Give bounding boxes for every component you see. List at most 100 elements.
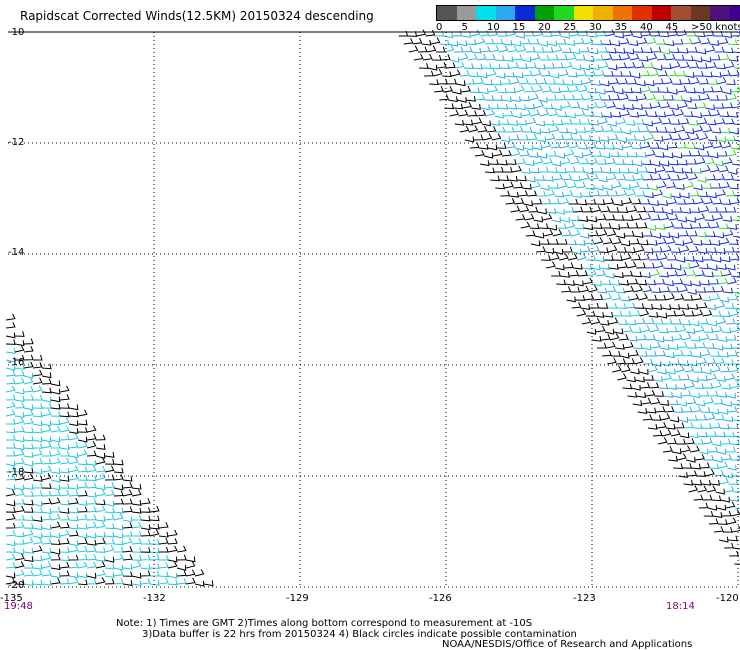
wind-barb (706, 304, 717, 310)
wind-barb (607, 64, 618, 71)
wind-barb (468, 125, 479, 133)
wind-barb (647, 350, 657, 357)
wind-barb (519, 149, 530, 157)
wind-barb (728, 112, 738, 118)
wind-barb (652, 173, 662, 181)
wind-barb (509, 191, 519, 198)
wind-barb (452, 88, 462, 95)
wind-barb (731, 160, 740, 166)
wind-barb (683, 237, 694, 245)
wind-barb (684, 128, 695, 135)
wind-barb (50, 532, 61, 539)
wind-barb (563, 133, 574, 141)
wind-barb (547, 40, 558, 47)
wind-barb (59, 578, 70, 585)
wind-barb (721, 199, 732, 205)
wind-barb (5, 507, 16, 513)
wind-barb (707, 320, 718, 327)
wind-barb (435, 46, 446, 53)
wind-barb (5, 572, 16, 579)
wind-barb (5, 427, 16, 434)
wind-barb (687, 470, 698, 477)
wind-barb (68, 428, 79, 434)
wind-barb (569, 270, 579, 277)
wind-barb (501, 150, 512, 157)
wind-barb (466, 95, 476, 102)
wind-barb (693, 184, 703, 191)
wind-barb (710, 165, 720, 173)
wind-barb (654, 152, 665, 158)
wind-barb (480, 46, 491, 53)
wind-barb (614, 272, 624, 279)
wind-barb (59, 417, 70, 425)
wind-barb (603, 184, 613, 191)
wind-barb (733, 490, 740, 493)
wind-barb (727, 224, 738, 230)
wind-barb (706, 357, 716, 365)
wind-barb (59, 475, 70, 482)
wind-barb (587, 87, 597, 94)
wind-barb (629, 168, 639, 175)
wind-barb (629, 238, 640, 245)
wind-barb (691, 94, 701, 101)
wind-barb (600, 152, 611, 159)
wind-barb (104, 458, 115, 465)
wind-barb (41, 514, 52, 521)
wind-barb (692, 423, 703, 429)
wind-barb (95, 452, 106, 459)
wind-barb (520, 95, 530, 102)
speed-legend: 0 5 10 15 20 25 30 35 40 45 >50 knots (436, 5, 740, 36)
wind-barb (674, 293, 685, 301)
wind-barb (703, 437, 713, 445)
wind-barb (95, 515, 106, 522)
wind-barb (677, 29, 688, 37)
wind-barb (724, 302, 735, 309)
wind-barb (575, 166, 585, 173)
wind-barb (469, 142, 480, 149)
wind-barb (553, 119, 564, 126)
wind-barb (683, 294, 694, 301)
wind-barb (633, 232, 644, 238)
wind-barb (679, 118, 690, 125)
wind-barb (674, 422, 685, 429)
wind-barb (665, 237, 676, 245)
wind-barb (32, 436, 43, 443)
wind-barb (676, 325, 687, 333)
wind-barb (530, 167, 540, 174)
wind-barb (517, 63, 528, 69)
wind-barb (670, 359, 680, 365)
wind-barb (570, 286, 581, 293)
wind-barb (149, 523, 160, 530)
wind-barb (633, 47, 644, 53)
wind-barb (579, 232, 590, 239)
wind-barb (600, 80, 610, 87)
wind-barb (627, 205, 638, 213)
wind-barb (41, 363, 52, 370)
wind-barb (734, 379, 740, 381)
wind-barb (517, 175, 527, 182)
wind-barb (620, 240, 631, 247)
wind-barb (509, 134, 520, 141)
wind-barb (131, 546, 142, 553)
wind-barb (638, 110, 649, 117)
wind-barb (537, 152, 548, 159)
wind-barb (574, 93, 585, 101)
wind-barb (650, 160, 661, 167)
wind-barb (645, 80, 655, 87)
wind-barb (566, 239, 577, 246)
wind-barb (707, 504, 718, 511)
wind-barb (608, 317, 619, 325)
wind-barb (575, 54, 586, 61)
wind-barb (684, 365, 694, 373)
wind-barb (86, 514, 97, 521)
wind-barb (660, 232, 671, 239)
wind-barb (682, 37, 693, 45)
wind-barb (659, 400, 670, 406)
legend-swatch (632, 6, 652, 20)
wind-barb (734, 507, 740, 510)
wind-barb (674, 109, 685, 117)
wind-barb (538, 223, 549, 230)
wind-barb (50, 577, 61, 585)
wind-barb (535, 246, 546, 253)
wind-barb (526, 117, 537, 125)
